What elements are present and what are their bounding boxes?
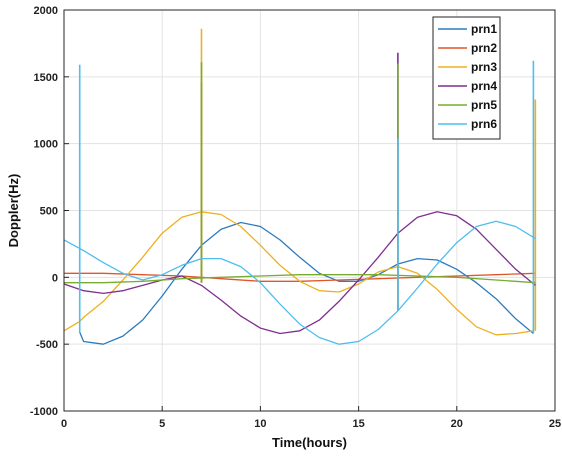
- legend-label-prn5: prn5: [471, 98, 497, 112]
- y-tick-label: 0: [52, 272, 58, 284]
- legend: prn1 prn2 prn3 prn4 prn5 prn6: [432, 16, 501, 140]
- y-tick-label: -1000: [30, 406, 58, 418]
- x-tick-label: 10: [254, 418, 266, 430]
- y-tick-label: 2000: [34, 5, 58, 17]
- legend-box: [432, 16, 501, 140]
- y-tick-label: 1500: [34, 72, 58, 84]
- y-tick-label: 1000: [34, 139, 58, 151]
- y-axis-label: Doppler(Hz): [6, 174, 21, 248]
- legend-label-prn1: prn1: [471, 22, 497, 36]
- x-tick-label: 20: [451, 418, 463, 430]
- series-lines: [63, 28, 537, 345]
- y-tick-label: 500: [40, 206, 58, 218]
- x-axis-label: Time(hours): [272, 435, 347, 450]
- legend-label-prn3: prn3: [471, 60, 497, 74]
- series-line-prn5: [64, 274, 536, 284]
- x-tick-label: 0: [61, 418, 67, 430]
- legend-label-prn2: prn2: [471, 41, 497, 55]
- legend-label-prn4: prn4: [471, 79, 497, 93]
- ticks: 0 5 10 15 20 25 -1000 -500 0 500 1000 1500 2000: [30, 5, 561, 430]
- grid: [63, 9, 556, 412]
- series-line-prn3: [63, 211, 534, 336]
- legend-label-prn6: prn6: [471, 117, 497, 131]
- series-line-prn1: [79, 221, 534, 345]
- series-line-prn4: [63, 211, 536, 335]
- x-tick-label: 15: [352, 418, 364, 430]
- x-tick-label: 5: [159, 418, 165, 430]
- y-tick-label: -500: [36, 339, 58, 351]
- series-line-prn6: [63, 220, 536, 345]
- x-tick-label: 25: [549, 418, 561, 430]
